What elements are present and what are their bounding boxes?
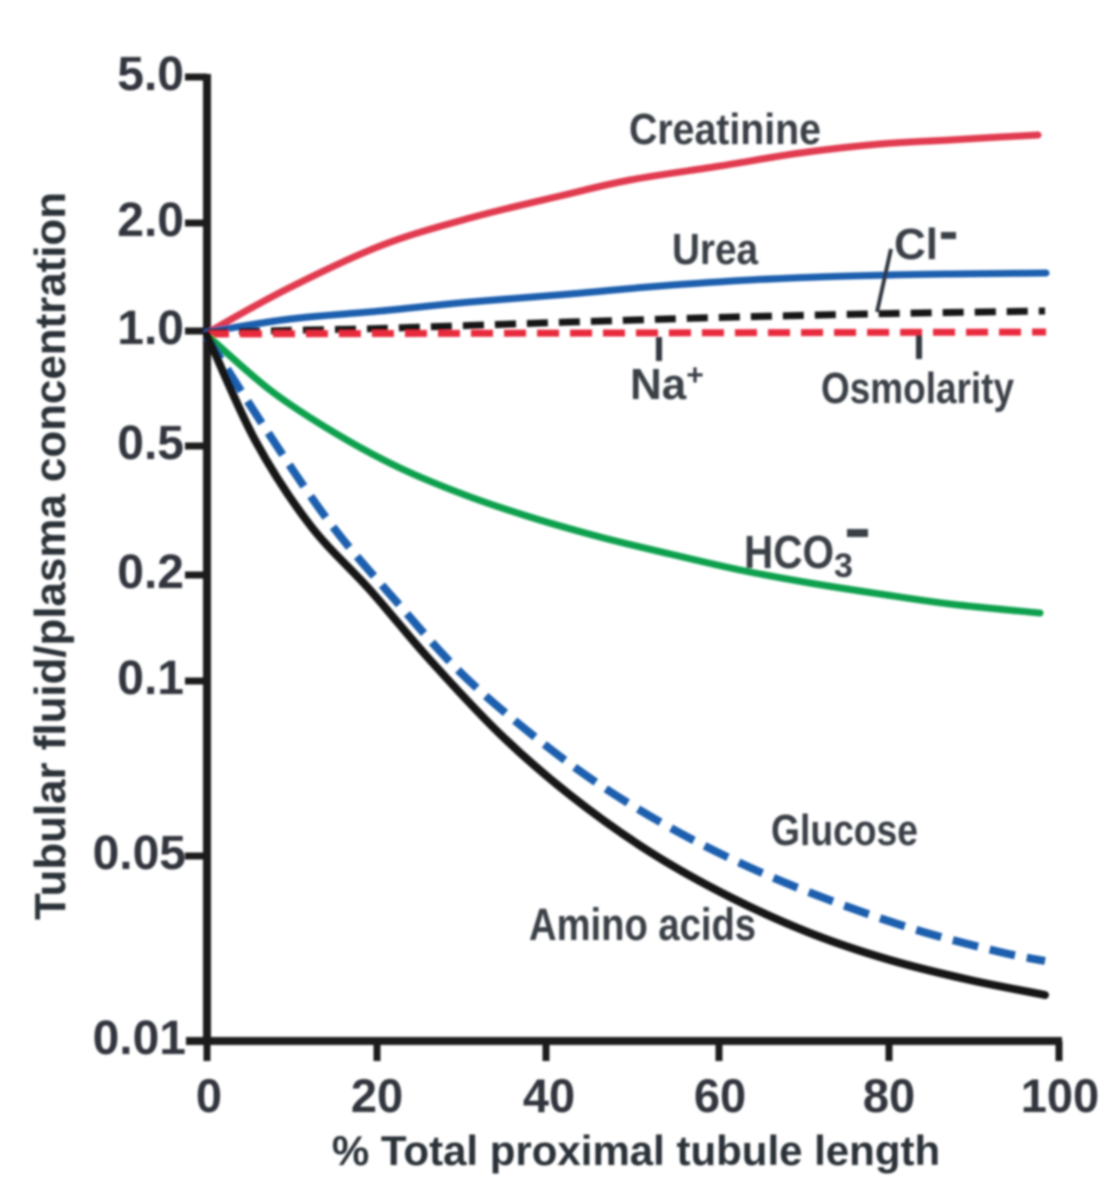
svg-text:Osmolarity: Osmolarity xyxy=(821,364,1014,413)
svg-text:% Total proximal tubule length: % Total proximal tubule length xyxy=(332,1127,940,1174)
svg-text:0.2: 0.2 xyxy=(117,546,184,599)
svg-text:0: 0 xyxy=(196,1069,222,1122)
svg-text:60: 60 xyxy=(694,1069,746,1122)
svg-text:5.0: 5.0 xyxy=(117,48,184,101)
svg-text:Urea: Urea xyxy=(672,225,758,274)
svg-text:2.0: 2.0 xyxy=(117,194,184,247)
svg-text:0.01: 0.01 xyxy=(93,1012,186,1065)
svg-text:80: 80 xyxy=(863,1069,915,1122)
svg-text:Glucose: Glucose xyxy=(771,806,918,855)
svg-text:Na+: Na+ xyxy=(630,359,704,409)
svg-text:0.05: 0.05 xyxy=(93,827,186,880)
svg-text:100: 100 xyxy=(1021,1069,1099,1122)
svg-text:0.1: 0.1 xyxy=(117,652,184,705)
svg-text:40: 40 xyxy=(523,1069,575,1122)
svg-text:1.0: 1.0 xyxy=(117,302,184,355)
svg-text:Creatinine: Creatinine xyxy=(629,105,821,154)
svg-text:0.5: 0.5 xyxy=(117,417,184,470)
svg-text:Tubular fluid/plasma concentra: Tubular fluid/plasma concentration xyxy=(26,192,75,920)
svg-text:20: 20 xyxy=(351,1069,403,1122)
svg-text:Cl: Cl xyxy=(894,220,938,269)
svg-text:HCO3: HCO3 xyxy=(744,526,853,585)
svg-text:Amino acids: Amino acids xyxy=(529,899,756,950)
